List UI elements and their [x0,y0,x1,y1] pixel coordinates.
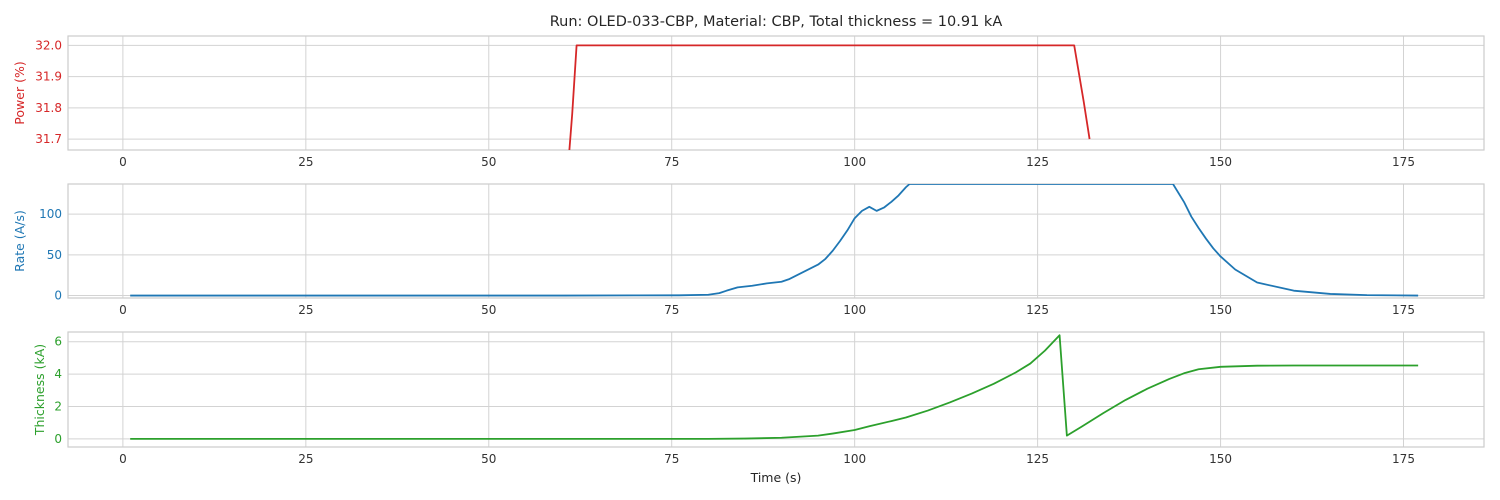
y-axis-label: Thickness (kA) [32,344,47,436]
x-tick-label: 25 [298,155,313,169]
x-tick-label: 100 [843,303,866,317]
y-tick-label: 0 [54,289,62,303]
subplot-3: 0 25 50 75 100 125 150 175 0 2 4 6 Thickness (kA) [32,331,1485,466]
x-tick-label: 75 [664,452,679,466]
chart-title: Run: OLED-033-CBP, Material: CBP, Total … [550,14,1003,30]
plot-frame [67,183,1485,299]
x-tick-label: 100 [843,155,866,169]
x-tick-label: 75 [664,155,679,169]
x-axis-label: Time (s) [750,470,802,485]
plot-frame [67,331,1485,448]
x-tick-label: 150 [1209,155,1232,169]
y-tick-label: 31.7 [35,132,62,146]
y-axis-label: Power (%) [12,61,27,124]
y-tick-label: 4 [54,367,62,381]
x-tick-label: 0 [119,155,127,169]
x-tick-label: 100 [843,452,866,466]
x-tick-label: 175 [1392,303,1415,317]
x-tick-label: 175 [1392,155,1415,169]
x-tick-label: 125 [1026,155,1049,169]
series-line-1 [568,44,1091,150]
y-tick-label: 31.8 [35,101,62,115]
x-tick-label: 50 [481,303,496,317]
subplot-1: 0 25 50 75 100 125 150 175 31.7 31.8 31.9 32.0 Power… [12,35,1485,169]
x-tick-label: 25 [298,452,313,466]
plot-frame [67,35,1485,151]
x-tick-label: 150 [1209,452,1232,466]
y-tick-label: 6 [54,335,62,349]
series-line-3 [130,334,1419,440]
x-tick-label: 25 [298,303,313,317]
subplot-2: 0 25 50 75 100 125 150 175 0 50 100 Rate (A/s) [12,183,1485,317]
y-tick-label: 0 [54,432,62,446]
y-tick-label: 50 [47,248,62,262]
x-tick-label: 125 [1026,303,1049,317]
x-tick-label: 50 [481,452,496,466]
x-tick-label: 0 [119,303,127,317]
x-tick-label: 0 [119,452,127,466]
series-line-2 [130,184,1419,297]
y-tick-label: 31.9 [35,70,62,84]
y-axis-label: Rate (A/s) [12,210,27,272]
x-tick-label: 150 [1209,303,1232,317]
x-tick-label: 175 [1392,452,1415,466]
x-tick-label: 50 [481,155,496,169]
subplots: 0 25 50 75 100 125 150 175 31.7 31.8 31.9 32.0 Power… [12,35,1485,466]
y-tick-label: 32.0 [35,38,62,52]
x-tick-label: 125 [1026,452,1049,466]
y-tick-label: 100 [39,207,62,221]
y-tick-label: 2 [54,400,62,414]
x-tick-label: 75 [664,303,679,317]
